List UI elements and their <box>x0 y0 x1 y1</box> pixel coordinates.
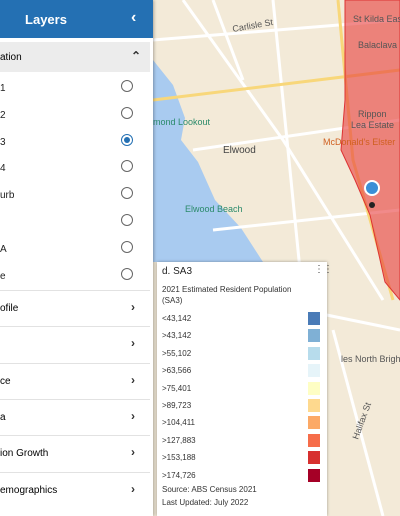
legend-swatch <box>308 381 320 395</box>
legend-label: >89,723 <box>162 401 192 410</box>
legend: d. SA3 ⋮⋮ 2021 Estimated Resident Popula… <box>157 262 333 516</box>
layer-group[interactable]: › <box>0 326 150 363</box>
legend-source: Source: ABS Census 2021 <box>162 485 257 494</box>
radio-option[interactable]: 1 <box>0 80 150 100</box>
radio-option[interactable]: 4 <box>0 160 150 180</box>
legend-label: >75,401 <box>162 383 192 393</box>
water <box>153 60 263 262</box>
radio-label: A <box>0 243 7 255</box>
layer-group[interactable]: ion Growth › <box>0 435 150 472</box>
legend-title: d. SA3 <box>162 266 193 277</box>
group-label: ofile <box>0 303 19 314</box>
map-label: Lea Estate <box>351 120 394 130</box>
location-marker[interactable] <box>364 180 380 196</box>
layer-group[interactable]: emographics › <box>0 471 150 509</box>
legend-label: >63,566 <box>162 366 192 376</box>
marker-point <box>369 202 375 208</box>
layer-group[interactable]: a › <box>0 398 150 436</box>
chevron-right: › <box>131 481 135 496</box>
map-label: les North Brighton <box>341 354 400 364</box>
radio-button[interactable] <box>121 240 133 253</box>
group-label: ce <box>0 375 11 387</box>
chevron-right: › <box>131 445 135 460</box>
radio-button[interactable] <box>121 106 133 119</box>
drag-handle[interactable]: ⋮⋮ <box>314 264 333 275</box>
legend-swatch <box>308 346 320 360</box>
chevron-right: › <box>131 336 135 351</box>
radio-option[interactable]: e <box>0 267 150 288</box>
radio-label: e <box>0 270 6 282</box>
radio-button[interactable] <box>121 187 133 200</box>
legend-swatch <box>308 364 320 378</box>
section-label: ation <box>0 52 22 63</box>
legend-swatch <box>308 329 320 343</box>
radio-button[interactable] <box>121 80 133 92</box>
legend-updated: Last Updated: July 2022 <box>162 498 249 507</box>
chevron-up: ⌃ <box>131 49 142 63</box>
legend-label: >55,102 <box>162 348 192 358</box>
legend-swatch <box>308 433 320 447</box>
map-label: Rippon <box>358 109 387 119</box>
section-header[interactable]: ation ⌃ <box>0 42 150 72</box>
radio-label: 1 <box>0 83 6 94</box>
radio-label: 2 <box>0 109 6 121</box>
chevron-right: › <box>131 372 135 387</box>
panel-header: Layers ‹ <box>0 0 153 38</box>
legend-label: >127,883 <box>162 435 196 445</box>
group-label: emographics <box>0 484 58 496</box>
panel-title: Layers <box>25 12 67 27</box>
layer-group[interactable]: ofile › <box>0 290 150 327</box>
map-label: Elwood Beach <box>185 204 243 214</box>
legend-label: >43,142 <box>162 331 192 341</box>
radio-label: 3 <box>0 136 6 148</box>
radio-label: 4 <box>0 163 6 175</box>
radio-button[interactable] <box>121 133 133 146</box>
radio-option[interactable] <box>0 214 150 234</box>
legend-swatch <box>308 468 320 482</box>
legend-swatch <box>308 312 320 325</box>
legend-subtitle: 2021 Estimated Resident Population (SA3) <box>162 285 292 305</box>
selected-region[interactable] <box>340 0 400 301</box>
legend-label: <43,142 <box>162 314 192 323</box>
map-label: McDonald's Elster <box>323 137 395 147</box>
map-label: St Kilda East <box>353 14 400 24</box>
chevron-right: › <box>131 300 135 314</box>
map-label: mond Lookout <box>153 117 211 127</box>
radio-button[interactable] <box>121 160 133 173</box>
legend-swatch <box>308 451 320 465</box>
radio-option[interactable]: urb <box>0 187 150 207</box>
layer-group[interactable]: ce › <box>0 362 150 400</box>
group-label: a <box>0 411 6 423</box>
legend-label: >104,411 <box>162 418 195 428</box>
map-label: Balaclava Ra <box>358 40 400 50</box>
map-label: Elwood <box>223 145 256 156</box>
legend-swatch <box>308 399 320 412</box>
radio-option[interactable]: A <box>0 240 150 261</box>
group-label: ion Growth <box>0 448 49 460</box>
radio-option[interactable]: 2 <box>0 106 150 127</box>
radio-button[interactable] <box>121 267 133 280</box>
collapse-button[interactable]: ‹ <box>131 9 137 26</box>
radio-button[interactable] <box>121 214 133 226</box>
legend-label: >174,726 <box>162 470 196 480</box>
chevron-right: › <box>131 408 135 423</box>
legend-swatch <box>308 416 320 430</box>
radio-option[interactable]: 3 <box>0 133 150 154</box>
radio-label: urb <box>0 190 15 202</box>
legend-label: >153,188 <box>162 453 196 463</box>
